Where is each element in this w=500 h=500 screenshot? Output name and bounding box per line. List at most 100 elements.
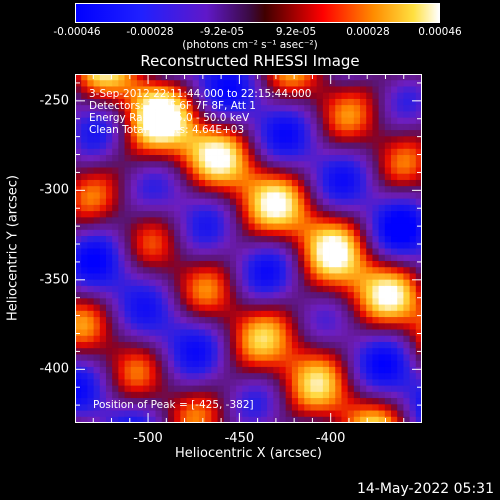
heatmap-cell — [310, 292, 318, 299]
heatmap-cell — [397, 379, 404, 387]
heatmap-cell — [378, 136, 386, 143]
heatmap-cell — [87, 211, 94, 218]
heatmap-cell — [149, 285, 156, 293]
heatmap-cell — [248, 373, 256, 380]
heatmap-cell — [341, 204, 349, 212]
heatmap-cell — [335, 211, 342, 218]
heatmap-cell — [167, 267, 175, 274]
heatmap-cell — [192, 310, 200, 318]
heatmap-cell — [223, 360, 231, 368]
heatmap-cell — [242, 123, 249, 131]
heatmap-cell — [316, 229, 324, 237]
heatmap-cell — [186, 298, 194, 305]
heatmap-cell — [149, 136, 156, 143]
heatmap-cell — [174, 341, 181, 349]
heatmap-cell — [403, 398, 411, 405]
heatmap-cell — [186, 323, 194, 330]
heatmap-cell — [304, 198, 311, 206]
heatmap-cell — [105, 341, 113, 349]
heatmap-cell — [105, 142, 113, 150]
heatmap-cell — [267, 148, 274, 156]
heatmap-cell — [192, 248, 200, 256]
heatmap-cell — [273, 167, 280, 175]
heatmap-cell — [391, 279, 398, 287]
heatmap-cell — [87, 198, 94, 206]
heatmap-cell — [298, 105, 305, 112]
heatmap-cell — [415, 416, 422, 423]
heatmap-cell — [211, 173, 218, 181]
heatmap-cell — [329, 304, 336, 312]
heatmap-cell — [273, 298, 280, 305]
heatmap-cell — [180, 348, 187, 355]
heatmap-cell — [118, 267, 125, 274]
heatmap-cell — [192, 142, 200, 150]
heatmap-cell — [149, 148, 156, 156]
heatmap-cell — [155, 248, 163, 256]
heatmap-cell — [229, 155, 237, 162]
heatmap-cell — [360, 279, 367, 287]
heatmap-cell — [180, 161, 187, 168]
heatmap-cell — [409, 217, 417, 224]
heatmap-cell — [205, 186, 212, 193]
heatmap-cell — [298, 273, 305, 281]
heatmap-cell — [149, 410, 156, 418]
heatmap-cell — [279, 304, 287, 312]
heatmap-cell — [81, 304, 88, 312]
heatmap-cell — [112, 167, 119, 175]
heatmap-cell — [279, 410, 287, 418]
heatmap-cell — [155, 298, 163, 305]
heatmap-cell — [242, 167, 249, 175]
heatmap-cell — [254, 317, 262, 324]
heatmap-cell — [75, 354, 82, 362]
heatmap-cell — [161, 366, 169, 374]
heatmap-cell — [335, 117, 342, 125]
heatmap-cell — [310, 179, 318, 187]
heatmap-cell — [242, 186, 249, 193]
heatmap-cell — [93, 217, 101, 224]
heatmap-cell — [105, 173, 113, 181]
heatmap-cell — [341, 391, 349, 399]
heatmap-cell — [236, 279, 243, 287]
heatmap-cell — [267, 404, 274, 411]
heatmap-cell — [341, 404, 349, 411]
heatmap-cell — [366, 317, 373, 324]
heatmap-cell — [75, 323, 82, 330]
heatmap-cell — [217, 148, 225, 156]
heatmap-cell — [124, 317, 132, 324]
heatmap-cell — [397, 410, 404, 418]
heatmap-cell — [409, 117, 417, 125]
heatmap-cell — [180, 373, 187, 380]
heatmap-cell — [211, 379, 218, 387]
heatmap-cell — [347, 148, 355, 156]
heatmap-cell — [384, 310, 392, 318]
heatmap-cell — [198, 285, 206, 293]
heatmap-cell — [291, 348, 299, 355]
heatmap-cell — [298, 204, 305, 212]
heatmap-cell — [136, 167, 144, 175]
heatmap-cell — [242, 373, 249, 380]
heatmap-cell — [236, 354, 243, 362]
heatmap-cell — [205, 111, 212, 119]
heatmap-cell — [254, 298, 262, 305]
heatmap-cell — [143, 223, 150, 231]
heatmap-cell — [304, 204, 311, 212]
heatmap-cell — [87, 329, 94, 337]
heatmap-cell — [161, 285, 169, 293]
heatmap-cell — [118, 192, 125, 200]
heatmap-cell — [335, 86, 342, 94]
heatmap-cell — [347, 329, 355, 337]
heatmap-cell — [341, 366, 349, 374]
heatmap-cell — [316, 223, 324, 231]
heatmap-cell — [329, 80, 336, 87]
heatmap-cell — [118, 348, 125, 355]
heatmap-cell — [248, 217, 256, 224]
heatmap-cell — [384, 211, 392, 218]
heatmap-cell — [415, 404, 422, 411]
heatmap-cell — [155, 391, 163, 399]
heatmap-cell — [87, 267, 94, 274]
heatmap-cell — [174, 142, 181, 150]
colorbar-tick-label: 0.00028 — [346, 26, 390, 38]
heatmap-cell — [136, 236, 144, 243]
heatmap-cell — [415, 285, 422, 293]
heatmap-cell — [298, 179, 305, 187]
